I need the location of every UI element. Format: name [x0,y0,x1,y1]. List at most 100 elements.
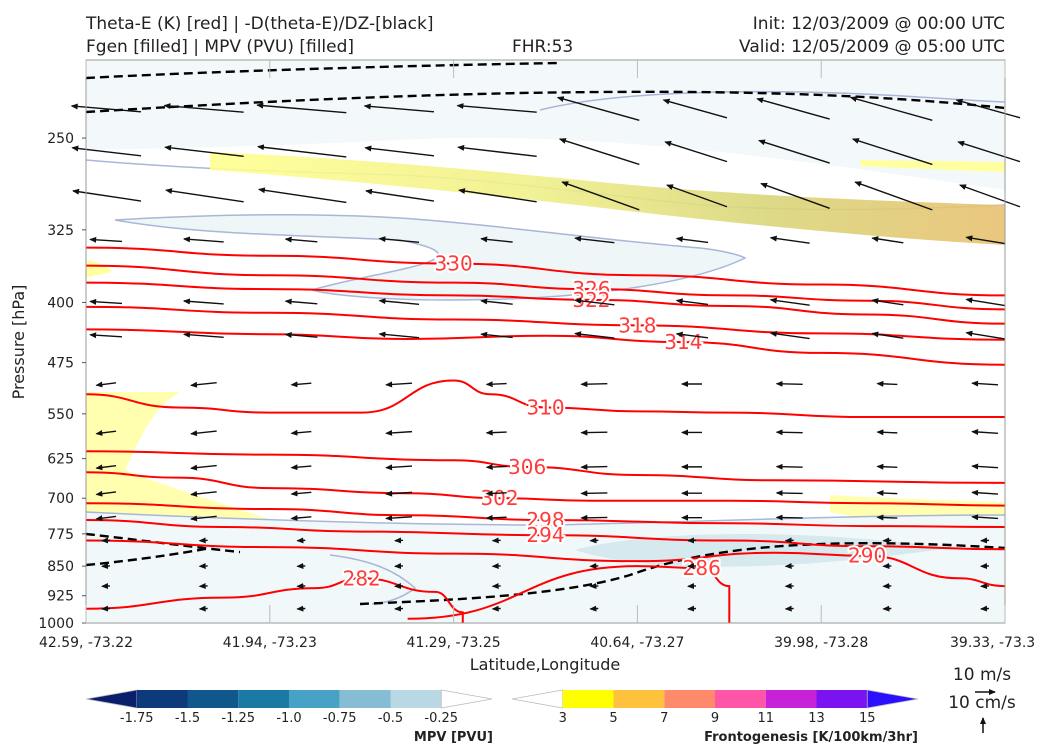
wind-vector [485,464,507,471]
wind-vector [485,490,507,497]
wind-vector [662,98,728,119]
wind-vector [580,464,608,471]
theta-e-contour-302 [85,471,1006,507]
theta-e-contour-322 [85,281,1006,325]
colorbar-segment [664,690,715,708]
colorbar-tick-label: -1.25 [221,711,255,726]
theta-e-label-286: 286 [683,556,721,580]
wind-vector [284,236,318,243]
wind-vector [290,381,312,388]
wind-vector [457,144,537,158]
colorbar-segment [390,690,442,708]
theta-e-label-310: 310 [526,395,564,419]
wind-vector [675,331,709,339]
wind-vector [849,96,933,121]
mpv-lower-contour [85,511,1006,526]
colorbar-tick-label: -0.25 [424,711,458,726]
forecast-hour: FHR:53 [512,37,574,57]
ref-vector-vertical-label: 10 cm/s [948,693,1016,713]
wind-vector [775,514,803,521]
wind-vector [775,380,803,387]
theta-e-contour-330 [85,246,1006,297]
wind-vector [163,103,244,113]
wind-vector [385,381,413,388]
wind-vector [854,181,933,211]
x-axis-label: Latitude,Longitude [470,655,621,674]
colorbar-segment [187,690,239,708]
y-tick-label: 625 [47,452,74,468]
wind-vector [485,514,507,521]
y-axis: 250 325 400 475 550 625 700 775 850 925 1000 [38,131,86,632]
colorbar-tick-label: 13 [808,711,825,726]
wind-vector [284,331,318,338]
wind-vector [182,298,224,305]
theta-e-contour-294 [85,519,1006,551]
x-tick-label: 41.94, -73.23 [223,635,317,651]
wind-vector [290,464,312,471]
fgen-band-right [860,160,1005,172]
wind-vector [290,429,312,436]
y-tick-label: 700 [47,491,74,507]
wind-vector [89,298,123,305]
wind-vector [190,464,217,471]
y-axis-label: Pressure [hPa] [9,285,28,400]
wind-vector [290,515,312,521]
colorbar-tick-label: 11 [757,711,774,726]
wind-vector [190,381,217,388]
wind-vector [182,236,224,243]
colorbar-segment [715,690,766,708]
wind-vector [558,138,640,166]
wind-vector [71,145,142,157]
colorbar-segment [613,690,665,708]
colorbar-tick-label: 3 [559,711,567,726]
wind-vector [871,331,904,339]
wind-vector [284,298,318,305]
theta-e-label-282: 282 [343,566,381,590]
wind-vector [458,188,537,203]
wind-vector [971,380,999,387]
theta-e-label-330: 330 [435,252,473,276]
fgen-left-lobe [86,260,112,278]
mpv-lower-blue [575,533,950,567]
wind-vector [290,490,312,497]
theta-e-contour-310 [85,379,1005,419]
theta-e-label-306: 306 [508,455,546,479]
wind-vector [89,236,123,243]
wind-vector [775,429,803,436]
chart-title-line2: Fgen [filled] | MPV (PVU) [filled] [86,37,355,57]
wind-vector [971,463,999,470]
colorbar-segment [238,690,289,708]
y-tick-label: 850 [47,559,74,575]
colorbar-segment [511,689,564,709]
theta-e-label-298: 298 [526,508,564,532]
colorbar-segment [289,690,340,708]
wind-vector [256,102,347,114]
wind-vector [95,381,117,388]
x-tick-label: 39.98, -73.28 [774,635,868,651]
wind-vector [769,235,810,244]
x-tick-label: 39.33, -73.3 [950,635,1035,651]
plot-frame [85,59,1006,624]
wind-vector [580,514,608,521]
colorbar-segment [85,689,138,709]
wind-vector [675,298,709,306]
wind-vector [365,188,435,202]
wind-vector [95,515,117,522]
colorbar-segment [440,689,493,709]
wind-vector [165,188,244,203]
colorbar-tick-label: 15 [859,711,876,726]
wind-vector [965,330,1006,340]
wind-vector [957,140,1021,163]
wind-vector [871,298,904,306]
wind-vector [378,298,420,306]
wind-vector [666,184,728,208]
wind-vector [480,298,513,305]
colorbar-tick-label: -1.5 [175,711,200,726]
wind-vector [485,429,507,436]
wind-vector [70,103,142,113]
mpv-colorbar-title: MPV [PVU] [414,730,493,745]
wind-vector [480,331,513,339]
chart-title-line1: Theta-E (K) [red] | -D(theta-E)/DZ-[blac… [86,14,434,34]
